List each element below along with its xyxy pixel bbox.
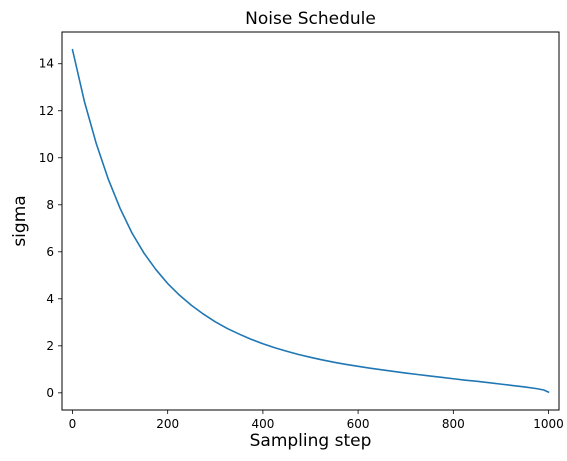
- x-tick-label: 1000: [533, 417, 564, 431]
- x-tick-label: 600: [347, 417, 370, 431]
- x-axis-ticks: 0 200 400 600 800 1000: [69, 410, 564, 431]
- x-tick-label: 800: [442, 417, 465, 431]
- chart-title: Noise Schedule: [245, 9, 376, 29]
- x-axis-title: Sampling step: [250, 431, 372, 451]
- series-line: [71, 48, 550, 393]
- plot-area-border: [61, 31, 560, 411]
- x-tick-label: 200: [156, 417, 179, 431]
- y-tick-label: 0: [46, 386, 54, 400]
- y-tick-label: 4: [46, 292, 54, 306]
- y-tick-label: 12: [39, 104, 54, 118]
- y-axis-title: sigma: [10, 195, 30, 246]
- y-tick-label: 10: [39, 151, 54, 165]
- x-tick-label: 400: [251, 417, 274, 431]
- y-tick-label: 6: [46, 245, 54, 259]
- plot-frame: [61, 31, 560, 411]
- series-layer: [71, 48, 550, 393]
- y-tick-label: 2: [46, 339, 54, 353]
- x-tick-label: 0: [69, 417, 77, 431]
- y-axis-ticks: 0 2 4 6 8 10 12 14: [39, 57, 62, 400]
- y-tick-label: 14: [39, 57, 54, 71]
- y-tick-label: 8: [46, 198, 54, 212]
